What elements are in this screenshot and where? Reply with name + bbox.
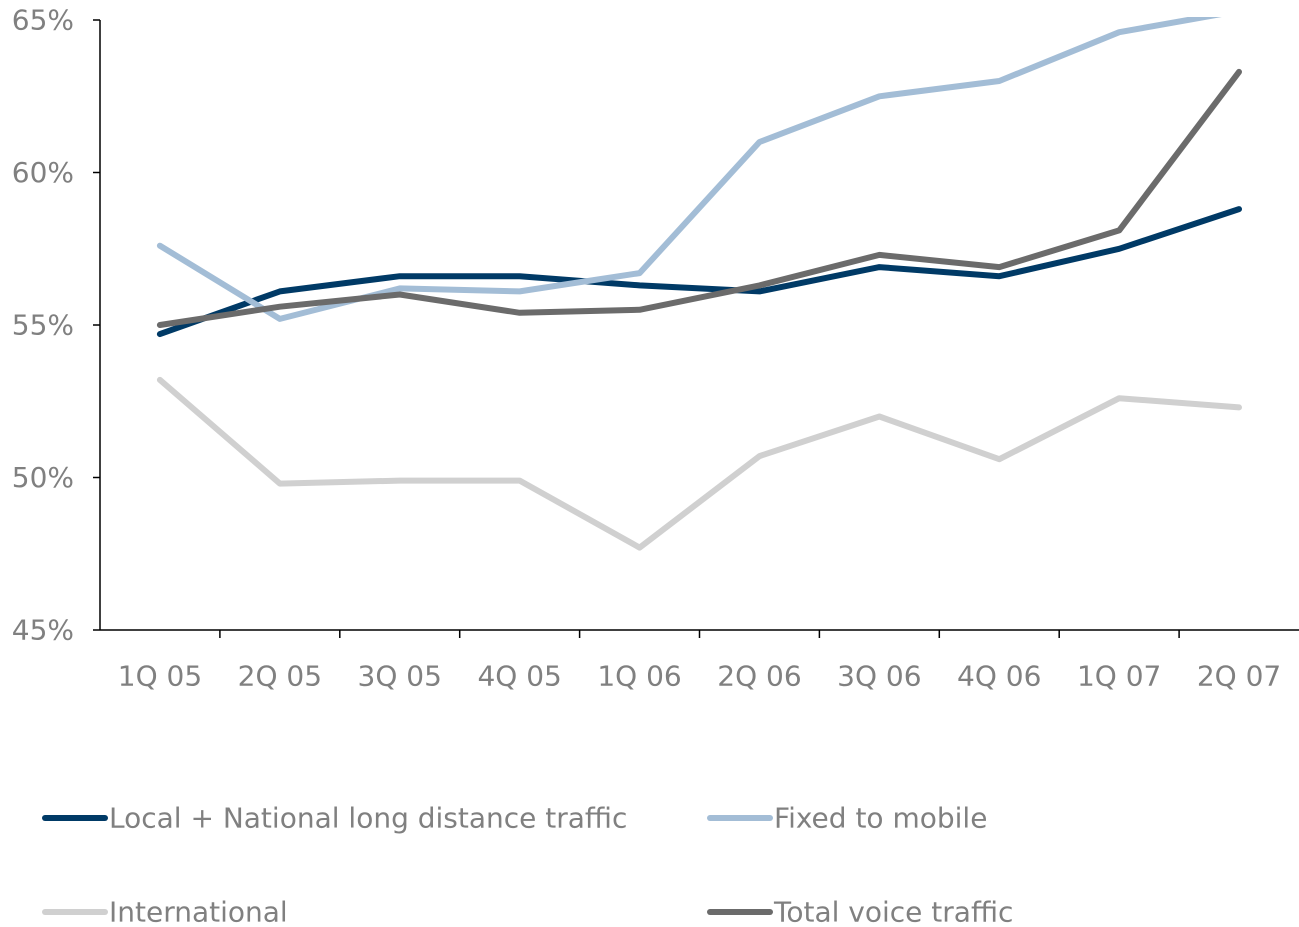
y-tick-label: 60% [12,156,74,189]
x-tick-label: 3Q 05 [358,660,442,693]
series-lines [156,17,1242,551]
y-tick-label: 55% [12,309,74,342]
series-line-1 [156,206,1242,338]
x-tick-label: 1Q 06 [597,660,681,693]
legend: Local + National long distance traffic Fi… [42,802,1013,927]
tick-labels: 45% 50% 55% 60% 65% 1Q 05 2Q 05 3Q 05 4Q 05 1Q 06… [12,4,1281,693]
series-line-2 [156,17,1222,322]
x-tick-label: 1Q 07 [1077,660,1161,693]
x-tick-label: 1Q 05 [118,660,202,693]
y-tick-label: 50% [12,461,74,494]
legend-label-3: International [109,896,288,927]
axes [93,19,1299,638]
y-tick-label: 65% [12,4,74,37]
legend-label-1: Local + National long distance traffic [109,802,627,835]
x-tick-label: 4Q 05 [477,660,561,693]
series-line-3 [156,376,1242,551]
y-tick-label: 45% [12,614,74,647]
series-line-4 [156,68,1242,328]
x-tick-label: 4Q 06 [957,660,1041,693]
x-tick-label: 3Q 06 [837,660,921,693]
legend-label-4: Total voice traffic [773,896,1013,927]
x-tick-label: 2Q 07 [1197,660,1281,693]
x-tick-label: 2Q 06 [717,660,801,693]
x-tick-label: 2Q 05 [238,660,322,693]
legend-label-2: Fixed to mobile [774,802,987,835]
